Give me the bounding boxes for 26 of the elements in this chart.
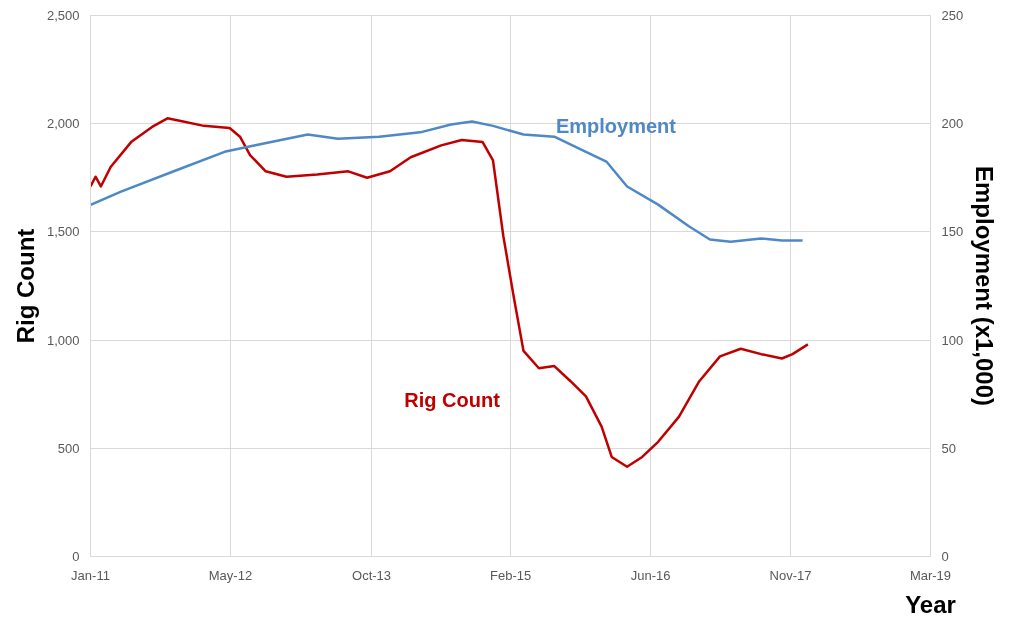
x-tick-label: Jan-11 — [71, 567, 110, 583]
line-series — [90, 117, 810, 468]
y2-tick-label: 0 — [941, 549, 949, 564]
line-series — [90, 120, 804, 243]
x-tick-label: Feb-15 — [490, 567, 532, 583]
y-tick-label: 2,000 — [46, 116, 80, 132]
y-tick-label: 0 — [72, 549, 80, 564]
x-tick-label: Oct-13 — [352, 567, 392, 583]
y-tick-label: 1,500 — [46, 224, 80, 240]
y2-tick-label: 250 — [941, 8, 964, 23]
x-axis-title: Year — [905, 590, 956, 618]
x-tick-label: Jun-16 — [630, 567, 671, 583]
y-tick-label: 1,000 — [46, 332, 80, 348]
x-tick-label: Mar-19 — [909, 567, 952, 583]
y2-axis-title: Employment (x1,000) — [971, 165, 999, 407]
y2-tick-label: 150 — [941, 224, 964, 240]
y2-tick-label: 100 — [941, 332, 964, 348]
y-tick-label: 500 — [57, 440, 80, 456]
text: Rig Count — [404, 389, 501, 412]
x-tick-label: Nov-17 — [769, 567, 812, 583]
y2-tick-label: 200 — [941, 116, 964, 132]
y2-tick-label: 50 — [941, 440, 956, 456]
y-axis-title: Rig Count — [11, 228, 39, 344]
x-tick-label: May-12 — [208, 567, 253, 583]
series-label: Employment — [555, 114, 677, 137]
y-tick-label: 2,500 — [46, 8, 80, 23]
